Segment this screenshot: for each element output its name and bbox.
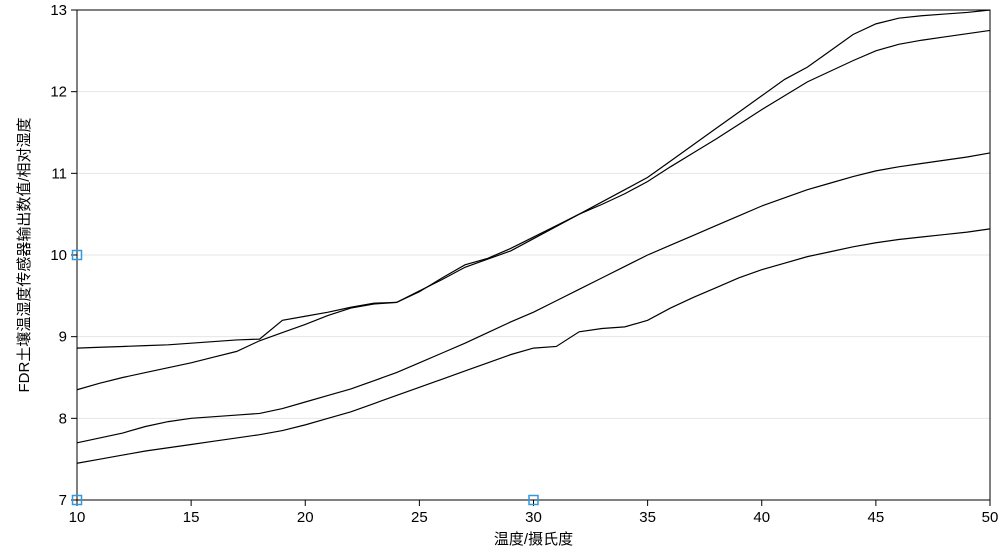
x-tick-label: 45	[868, 509, 885, 526]
y-tick-label: 9	[59, 329, 67, 346]
series-series2	[77, 30, 990, 389]
x-tick-label: 20	[297, 509, 314, 526]
y-tick-label: 8	[59, 410, 67, 427]
x-tick-label: 40	[753, 509, 770, 526]
x-tick-label: 15	[183, 509, 200, 526]
x-tick-label: 30	[525, 509, 542, 526]
y-tick-label: 11	[51, 165, 67, 182]
y-tick-label: 10	[50, 247, 67, 264]
x-axis-title: 温度/摄氏度	[494, 531, 573, 548]
x-tick-label: 25	[411, 509, 428, 526]
series-series3	[77, 153, 990, 443]
series-series4	[77, 229, 990, 463]
y-tick-label: 12	[50, 84, 67, 101]
y-tick-label: 7	[59, 492, 67, 509]
x-tick-label: 50	[982, 509, 999, 526]
x-tick-label: 35	[639, 509, 656, 526]
x-tick-label: 10	[69, 509, 86, 526]
chart-svg: 10 15 20 25 30 35 40 45 50 7 8 9 10 11 12 13 温度/摄氏度 FDR土壤…	[0, 0, 1000, 554]
y-axis-title: FDR土壤温湿度传感器输出数值/相对湿度	[15, 118, 33, 393]
y-tick-label: 13	[50, 2, 67, 19]
line-chart: 10 15 20 25 30 35 40 45 50 7 8 9 10 11 12 13 温度/摄氏度 FDR土壤…	[0, 0, 1000, 554]
